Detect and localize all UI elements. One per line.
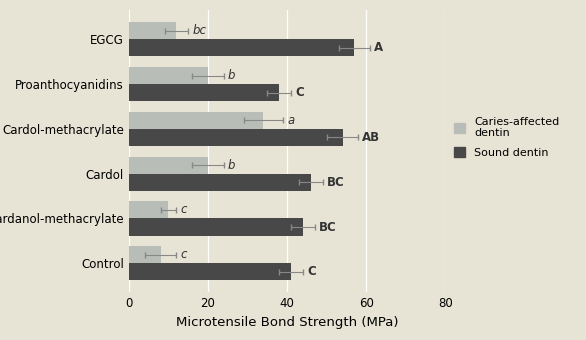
Bar: [129, 219, 303, 236]
Text: bc: bc: [192, 24, 206, 37]
Text: b: b: [228, 69, 236, 82]
Text: C: C: [307, 265, 316, 278]
Text: c: c: [180, 203, 187, 217]
Text: BC: BC: [327, 176, 345, 189]
Bar: [129, 157, 208, 174]
Bar: [129, 84, 280, 101]
Legend: Caries-affected
dentin, Sound dentin: Caries-affected dentin, Sound dentin: [454, 117, 559, 158]
X-axis label: Microtensile Bond Strength (MPa): Microtensile Bond Strength (MPa): [176, 316, 398, 329]
Text: C: C: [295, 86, 304, 99]
Bar: [129, 246, 161, 263]
Bar: [129, 67, 208, 84]
Bar: [129, 263, 291, 280]
Text: c: c: [180, 248, 187, 261]
Text: BC: BC: [319, 221, 336, 234]
Bar: [129, 22, 176, 39]
Bar: [129, 112, 264, 129]
Bar: [129, 39, 355, 56]
Text: A: A: [374, 41, 383, 54]
Bar: [129, 174, 311, 191]
Bar: [129, 202, 169, 219]
Bar: [129, 129, 343, 146]
Text: b: b: [228, 159, 236, 172]
Text: AB: AB: [362, 131, 380, 144]
Text: a: a: [287, 114, 294, 127]
